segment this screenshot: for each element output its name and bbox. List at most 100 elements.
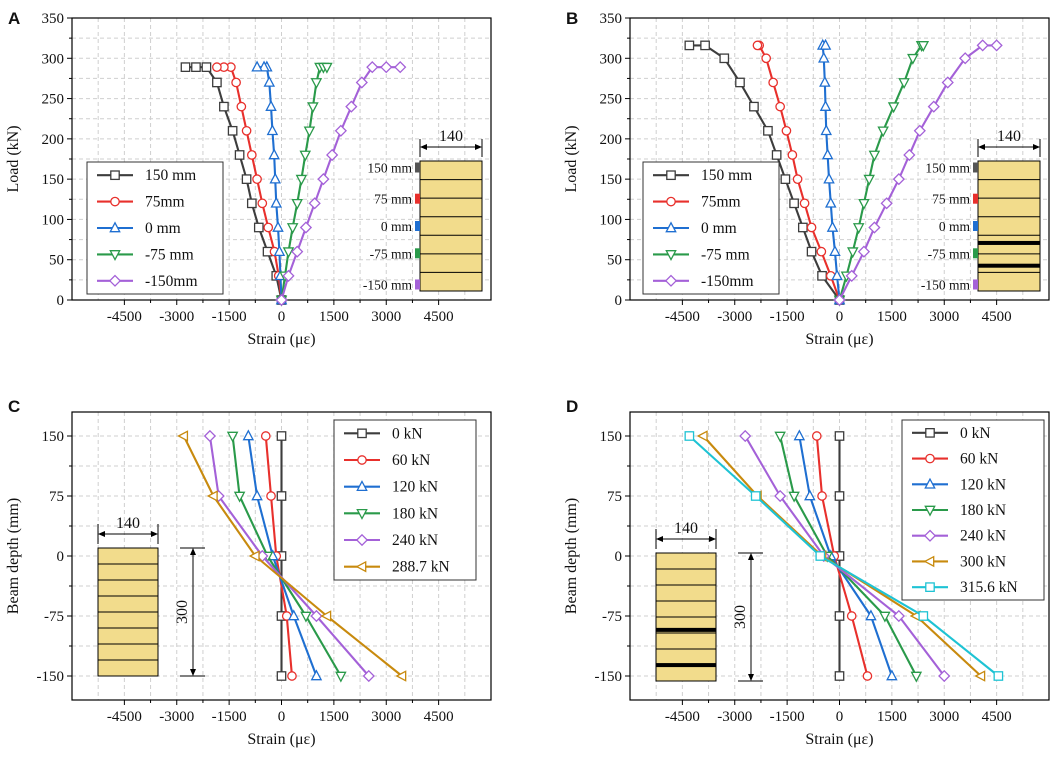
data-point [806,246,817,257]
legend-entry: 288.7 kN [392,559,450,576]
data-point [768,77,779,88]
arrow-head [190,669,196,676]
beam-section-inset: 140 150 mm 75 mm 0 mm -75 mm -150 mm [921,128,1041,293]
legend-entry: 315.6 kN [960,579,1018,596]
data-point [821,148,834,160]
data-point [771,150,782,160]
legend-entry: -150mm [701,273,754,290]
legend-entry: 120 kN [392,479,438,496]
data-point [868,150,881,162]
width-dimension-label: 140 [997,128,1021,145]
gauge-position-label: 150 mm [925,161,970,176]
gauge-position-label: -150 mm [921,278,971,293]
data-point [886,669,898,681]
data-point [276,431,287,441]
data-point [833,293,846,307]
series-0-mm [251,60,288,305]
series--150mm [833,39,1003,307]
data-point [310,609,323,623]
series-240-kn [203,429,375,683]
data-point [799,198,810,209]
strain-gauge-marker [973,193,978,204]
data-point [236,101,247,112]
gauge-position-label: 0 mm [939,219,971,234]
gauge-position-label: -75 mm [928,246,971,261]
data-point [804,489,816,501]
data-point [248,550,260,562]
data-point [684,431,695,441]
legend-entry: 300 kN [960,553,1006,570]
arrow-head [190,548,196,555]
x-axis-label: Strain (με) [247,331,315,348]
legend-swatch-marker [665,221,677,233]
y-tick-label: 250 [600,92,623,108]
y-tick-label: 150 [42,429,65,445]
data-point [253,222,264,233]
data-point [845,269,858,282]
series-120-kn [793,429,898,681]
data-point [212,77,222,88]
data-point [829,245,841,257]
data-point [177,430,189,442]
series-180-kn [774,431,923,683]
data-point [276,671,287,681]
legend-swatch-marker [924,477,936,489]
y-tick-label: 200 [42,132,65,148]
x-axis-label: Strain (με) [805,331,873,348]
x-tick-label: -3000 [159,309,194,325]
data-point [818,51,830,63]
strain-gauge-marker [415,162,420,173]
data-point [811,431,822,441]
x-tick-label: 1500 [877,309,907,325]
legend: 150 mm 75mm 0 mm -75 mm -150mm [642,161,780,295]
data-point [739,429,752,443]
legend-swatch-marker [109,221,121,233]
legend-swatch-marker [666,170,676,181]
data-point [252,174,262,184]
data-point [234,150,245,160]
legend-swatch-marker [924,505,936,517]
data-point [749,101,759,112]
x-tick-label: -3000 [159,709,194,725]
x-tick-label: 0 [278,709,286,725]
x-tick-label: 1500 [877,709,907,725]
data-point [834,491,845,501]
x-tick-label: -4500 [107,309,142,325]
data-point [879,611,891,623]
y-axis-label: Load (kN) [563,125,580,192]
data-point [789,198,799,209]
data-point [938,669,951,683]
legend-entry: 120 kN [960,476,1006,493]
data-point [719,53,730,64]
legend-swatch-marker [666,196,676,207]
data-point [291,198,303,210]
data-point [326,148,339,162]
data-point [226,431,239,443]
legend-swatch-marker [108,274,122,287]
data-point [276,491,287,501]
data-point [251,489,263,501]
y-axis-label: Beam depth (mm) [563,498,580,614]
y-tick-label: 100 [600,212,623,228]
arrow-head [748,674,754,681]
y-tick-label: 150 [42,172,65,188]
reinforcement-layer [656,627,716,632]
strain-gauge-marker [415,221,420,231]
x-tick-label: 3000 [371,309,401,325]
data-point [857,245,871,258]
gauge-position-label: 0 mm [381,219,413,234]
data-point [251,60,263,72]
legend-swatch-marker [356,508,368,520]
arrow-head [475,144,482,150]
data-point [910,671,923,683]
data-point [366,61,379,74]
data-point [819,75,831,87]
data-point [362,669,375,683]
y-tick-label: 350 [600,11,623,27]
data-point [781,125,792,136]
x-tick-label: -4500 [665,309,700,325]
legend-entry: 0 mm [701,220,737,237]
y-tick-label: -75 [44,609,64,625]
data-point [263,75,276,87]
